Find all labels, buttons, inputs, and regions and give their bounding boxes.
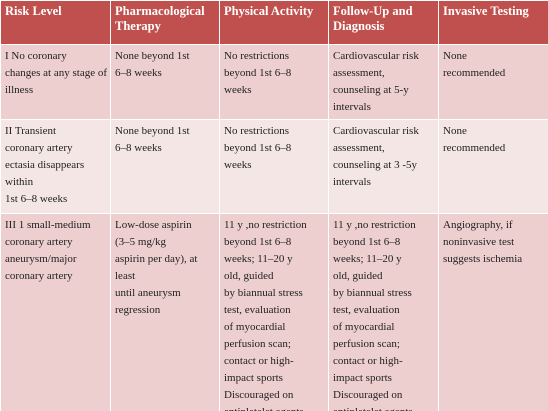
- cell-line: 11 y ,no restriction: [333, 219, 416, 231]
- cell-line: until aneurysm: [115, 287, 181, 299]
- cell-line: perfusion scan;: [333, 338, 400, 350]
- table-cell: No restrictions beyond 1st 6–8 weeks: [219, 119, 329, 214]
- table-cell: I No coronary changes at any stage of illn…: [0, 44, 111, 120]
- table-row: II Transient coronary artery ectasia disap…: [0, 119, 548, 214]
- cell-line: assessment,: [333, 67, 385, 79]
- cell-line: weeks; 11–20 y: [224, 253, 293, 265]
- cell-line: 11 y ,no restriction: [224, 219, 307, 231]
- cell-line: noninvasive test: [443, 236, 515, 248]
- cell-line: 1st 6–8 weeks: [5, 193, 68, 205]
- cell-line: coronary artery: [5, 270, 73, 282]
- table-cell: Low-dose aspirin (3–5 mg/kg aspirin per da…: [110, 213, 220, 411]
- table-cell: II Transient coronary artery ectasia disap…: [0, 119, 111, 214]
- cell-line: recommended: [443, 67, 506, 79]
- cell-line: No restrictions: [224, 50, 290, 62]
- cell-line: Angiography, if: [443, 219, 513, 231]
- cell-line: II Transient: [5, 125, 57, 137]
- cell-line: test, evaluation: [224, 304, 291, 316]
- header-cell: Physical Activity: [219, 0, 329, 45]
- header-cell: Invasive Testing: [438, 0, 548, 45]
- table-row: III 1 small-medium coronary artery aneurys…: [0, 213, 548, 411]
- cell-line: regression: [115, 304, 161, 316]
- cell-line: old, guided: [224, 270, 274, 282]
- cell-line: antiplatelet agents: [333, 404, 434, 411]
- header-row: Risk Level Pharmacological Therapy Physica…: [0, 0, 548, 45]
- cell-line: recommended: [443, 142, 506, 154]
- table-cell: None beyond 1st 6–8 weeks: [110, 44, 220, 120]
- cell-line: beyond 1st 6–8: [333, 236, 401, 248]
- cell-line: 6–8 weeks: [115, 67, 162, 79]
- cell-line: intervals: [333, 101, 371, 113]
- cell-line: weeks: [224, 84, 252, 96]
- cell-line: intervals: [333, 176, 371, 188]
- cell-line: aspirin per day), at: [115, 253, 198, 265]
- cell-line: counseling at 5-y: [333, 84, 409, 96]
- cell-line: No restrictions: [224, 125, 290, 137]
- table-cell: None recommended: [438, 119, 548, 214]
- cell-line: None: [443, 125, 467, 137]
- header-cell: Pharmacological Therapy: [110, 0, 220, 45]
- cell-line: beyond 1st 6–8: [224, 67, 292, 79]
- cell-line: coronary artery: [5, 236, 73, 248]
- cell-line: (3–5 mg/kg: [115, 236, 167, 248]
- table-cell: No restrictions beyond 1st 6–8 weeks: [219, 44, 329, 120]
- cell-line: test, evaluation: [333, 304, 400, 316]
- cell-line: weeks; 11–20 y: [333, 253, 402, 265]
- cell-line: coronary artery: [5, 142, 73, 154]
- cell-line: by biannual stress: [333, 287, 412, 299]
- table-cell: Angiography, if noninvasive test suggests …: [438, 213, 548, 411]
- header-cell: Follow-Up and Diagnosis: [328, 0, 439, 45]
- cell-line: old, guided: [333, 270, 383, 282]
- cell-line: within: [5, 176, 34, 188]
- cell-line: beyond 1st 6–8: [224, 236, 292, 248]
- cell-line: contact or high-: [333, 355, 403, 367]
- cell-line: Discouraged on: [333, 389, 403, 401]
- cell-line: least: [115, 270, 136, 282]
- table-cell: III 1 small-medium coronary artery aneurys…: [0, 213, 111, 411]
- cell-line: III 1 small-medium: [5, 219, 91, 231]
- header-cell: Risk Level: [0, 0, 111, 45]
- cell-line: suggests ischemia: [443, 253, 523, 265]
- cell-line: Cardiovascular risk: [333, 50, 419, 62]
- table-cell: Cardiovascular risk assessment, counseling…: [328, 44, 439, 120]
- cell-line: Discouraged on: [224, 389, 294, 401]
- cell-line: contact or high-: [224, 355, 294, 367]
- cell-line: None beyond 1st: [115, 50, 190, 62]
- cell-line: aneurysm/major: [5, 253, 77, 265]
- cell-line: changes at any stage of: [5, 67, 108, 79]
- table-cell: Cardiovascular risk assessment, counseling…: [328, 119, 439, 214]
- cell-line: perfusion scan;: [224, 338, 291, 350]
- table-cell: None beyond 1st 6–8 weeks: [110, 119, 220, 214]
- cell-line: 6–8 weeks: [115, 142, 162, 154]
- table-row: I No coronary changes at any stage of illn…: [0, 44, 548, 120]
- table-cell: None recommended: [438, 44, 548, 120]
- cell-line: None beyond 1st: [115, 125, 190, 137]
- cell-line: antiplatelet agents: [224, 404, 324, 411]
- cell-line: of myocardial: [333, 321, 395, 333]
- cell-line: beyond 1st 6–8: [224, 142, 292, 154]
- cell-line: assessment,: [333, 142, 385, 154]
- cell-line: by biannual stress: [224, 287, 303, 299]
- cell-line: illness: [5, 84, 34, 96]
- table-cell: 11 y ,no restriction beyond 1st 6–8 weeks;…: [328, 213, 439, 411]
- cell-line: I No coronary: [5, 50, 67, 62]
- cell-line: impact sports: [224, 372, 283, 384]
- cell-line: Cardiovascular risk: [333, 125, 419, 137]
- cell-line: of myocardial: [224, 321, 286, 333]
- table-cell: 11 y ,no restriction beyond 1st 6–8 weeks;…: [219, 213, 329, 411]
- cell-line: Low-dose aspirin: [115, 219, 192, 231]
- cell-line: None: [443, 50, 467, 62]
- cell-line: weeks: [224, 159, 252, 171]
- cell-line: ectasia disappears: [5, 159, 85, 171]
- cell-line: impact sports: [333, 372, 392, 384]
- cell-line: counseling at 3 -5y: [333, 159, 418, 171]
